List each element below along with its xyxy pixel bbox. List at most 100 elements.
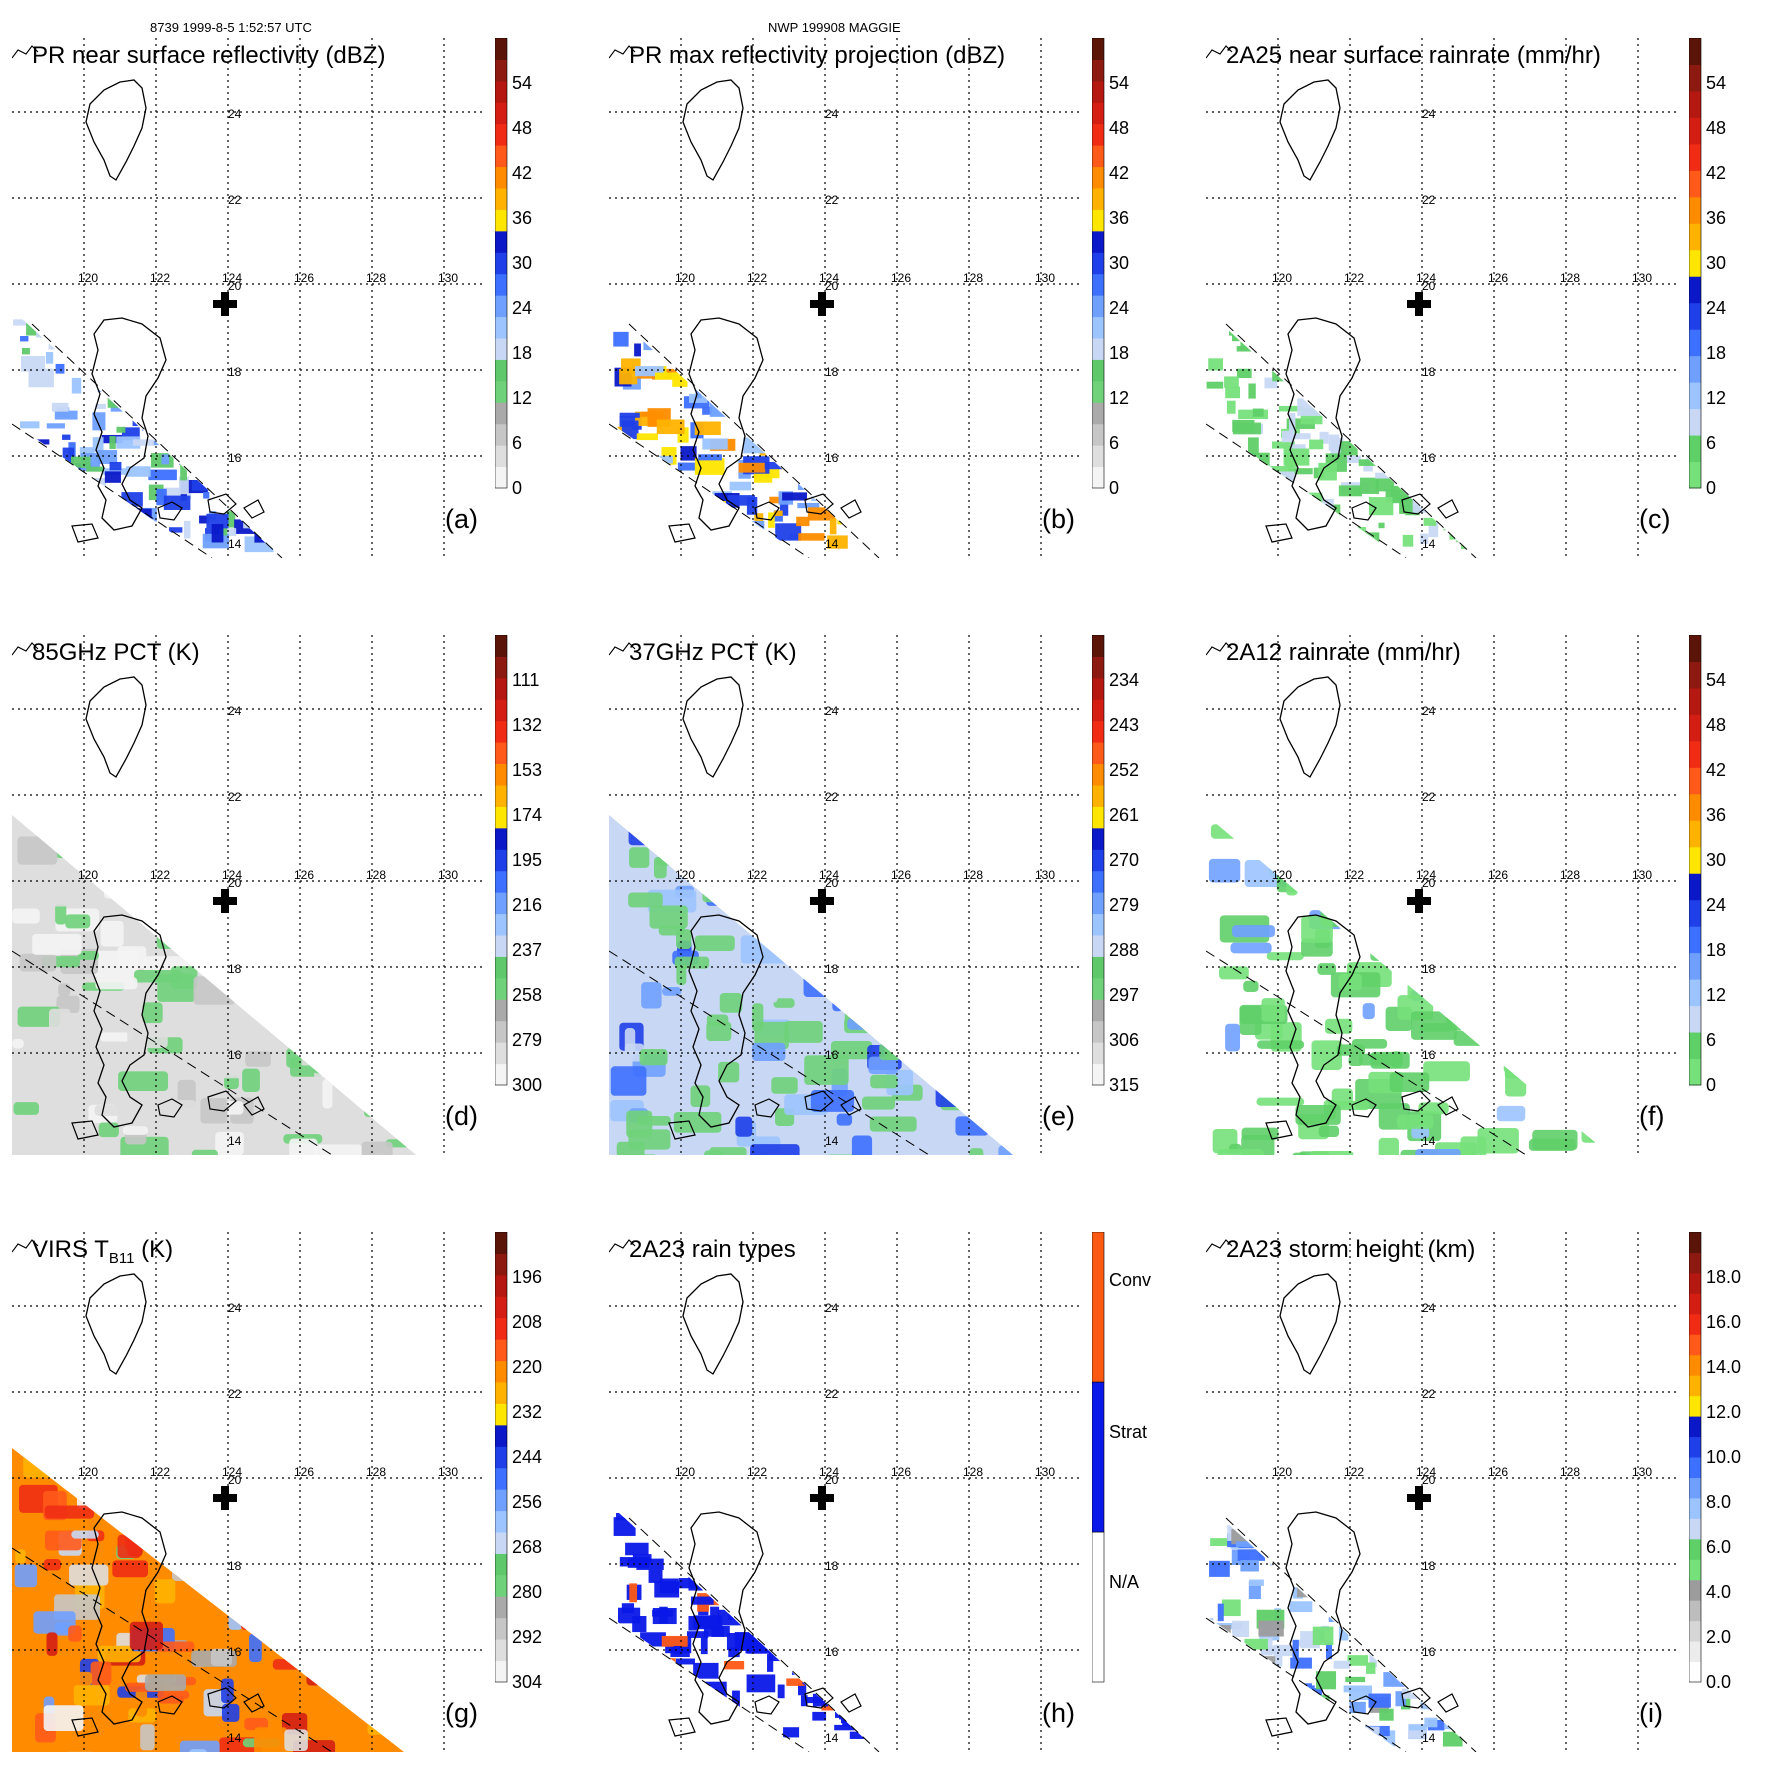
swath-pixel xyxy=(1386,357,1407,365)
lat-label: 22 xyxy=(1422,193,1436,207)
swath-pixel xyxy=(1302,1685,1315,1698)
colorbar-segment xyxy=(495,1253,507,1275)
swath-pixel xyxy=(622,421,639,440)
swath-pixel xyxy=(1316,356,1326,365)
swath-pixel xyxy=(1392,419,1400,424)
swath-pixel xyxy=(406,1461,437,1479)
swath-pixel xyxy=(874,1635,886,1645)
swath-pixel xyxy=(839,1554,868,1571)
colorbar-segment xyxy=(1092,124,1104,146)
lat-label: 18 xyxy=(825,365,839,379)
colorbar-label: 6.0 xyxy=(1706,1537,1731,1558)
swath-pixel xyxy=(718,1062,739,1083)
swath-pixel xyxy=(751,1623,766,1640)
swath-pixel xyxy=(1526,1007,1566,1027)
colorbar xyxy=(495,1232,509,1684)
swath-pixel xyxy=(187,407,208,413)
swath-pixel xyxy=(826,977,873,1000)
swath-pixel xyxy=(1432,870,1472,885)
swath-pixel xyxy=(1456,360,1482,372)
lat-label: 18 xyxy=(1422,962,1436,976)
swath-pixel xyxy=(31,1064,60,1073)
swath-pixel xyxy=(1574,849,1584,867)
lon-label: 128 xyxy=(1560,868,1580,882)
swath-pixel xyxy=(1495,997,1512,1018)
swath-pixel xyxy=(854,372,874,377)
swath-pixel xyxy=(831,1541,859,1558)
swath-pixel xyxy=(1424,518,1437,526)
swath-pixel xyxy=(44,1559,61,1570)
swath-pixel xyxy=(827,473,838,488)
swath-pixel xyxy=(186,1548,222,1563)
lat-label: 18 xyxy=(1422,365,1436,379)
swath-pixel xyxy=(1208,358,1223,370)
colorbar-label: 42 xyxy=(1706,163,1726,184)
colorbar-segment xyxy=(1092,424,1104,446)
swath-pixel xyxy=(1004,1017,1052,1033)
swath-pixel xyxy=(1439,371,1448,388)
swath-pixel xyxy=(96,535,126,549)
swath-pixel xyxy=(12,1039,24,1049)
swath-pixel xyxy=(1320,1534,1350,1539)
swath-pixel xyxy=(811,484,841,501)
swath-pixel xyxy=(782,1554,808,1566)
colorbar-label: 220 xyxy=(512,1357,542,1378)
swath-pixel xyxy=(920,989,954,1016)
swath-pixel xyxy=(1579,1043,1622,1071)
swath-pixel xyxy=(846,889,867,899)
swath-pixel xyxy=(637,433,658,440)
swath-pixel xyxy=(1317,320,1324,333)
swath-edge xyxy=(629,324,879,558)
lat-label: 14 xyxy=(1422,537,1436,551)
swath-pixel xyxy=(1378,1582,1395,1594)
lon-label: 128 xyxy=(963,1465,983,1479)
swath-pixel xyxy=(702,438,727,449)
lat-label: 16 xyxy=(1422,451,1436,465)
swath-pixel xyxy=(780,1534,798,1549)
swath-pixel xyxy=(1475,1695,1502,1708)
lat-label: 16 xyxy=(228,1048,242,1062)
swath-pixel xyxy=(736,528,748,539)
swath-pixel xyxy=(756,1513,768,1518)
swath-pixel xyxy=(941,889,983,918)
swath-pixel xyxy=(837,509,865,519)
swath-pixel xyxy=(827,920,858,938)
swath-pixel xyxy=(1468,338,1474,349)
colorbar-segment xyxy=(1689,1437,1701,1458)
swath-pixel xyxy=(822,1588,838,1604)
swath-pixel xyxy=(754,474,772,483)
swath-pixel xyxy=(1543,862,1558,877)
lat-label: 22 xyxy=(228,193,242,207)
lat-label: 24 xyxy=(825,107,839,121)
lon-label: 128 xyxy=(963,271,983,285)
panel-title: 85GHz PCT (K) xyxy=(32,639,200,667)
panel-title-suffix: (K) xyxy=(135,1236,174,1263)
swath-pixel xyxy=(259,1018,276,1043)
colorbar-label: 2.0 xyxy=(1706,1627,1731,1648)
swath-pixel xyxy=(272,1566,290,1587)
swath-pixel xyxy=(867,1622,894,1628)
swath-pixel xyxy=(852,1136,872,1155)
swath-pixel xyxy=(154,431,174,445)
colorbar-segment xyxy=(495,914,507,936)
swath-pixel xyxy=(244,360,267,367)
colorbar-segment xyxy=(1689,250,1701,277)
swath-pixel xyxy=(1210,1538,1229,1546)
colorbar-label: 8.0 xyxy=(1706,1492,1731,1513)
taiwan-coastline xyxy=(86,677,146,777)
colorbar-label: 54 xyxy=(1706,670,1726,691)
swath-pixel xyxy=(1425,816,1449,826)
swath-pixel xyxy=(117,946,146,968)
colorbar-label: 30 xyxy=(1706,850,1726,871)
swath-pixel xyxy=(285,1605,309,1628)
swath-pixel xyxy=(298,879,340,909)
swath-pixel xyxy=(694,1710,715,1727)
swath-pixel xyxy=(322,1688,349,1709)
colorbar-segment xyxy=(1689,741,1701,768)
swath-pixel xyxy=(156,390,180,406)
swath-pixel xyxy=(870,1075,897,1088)
swath-pixel xyxy=(1401,334,1412,352)
colorbar-segment xyxy=(1092,914,1104,936)
swath-pixel xyxy=(848,1697,864,1712)
swath-pixel xyxy=(805,393,832,398)
